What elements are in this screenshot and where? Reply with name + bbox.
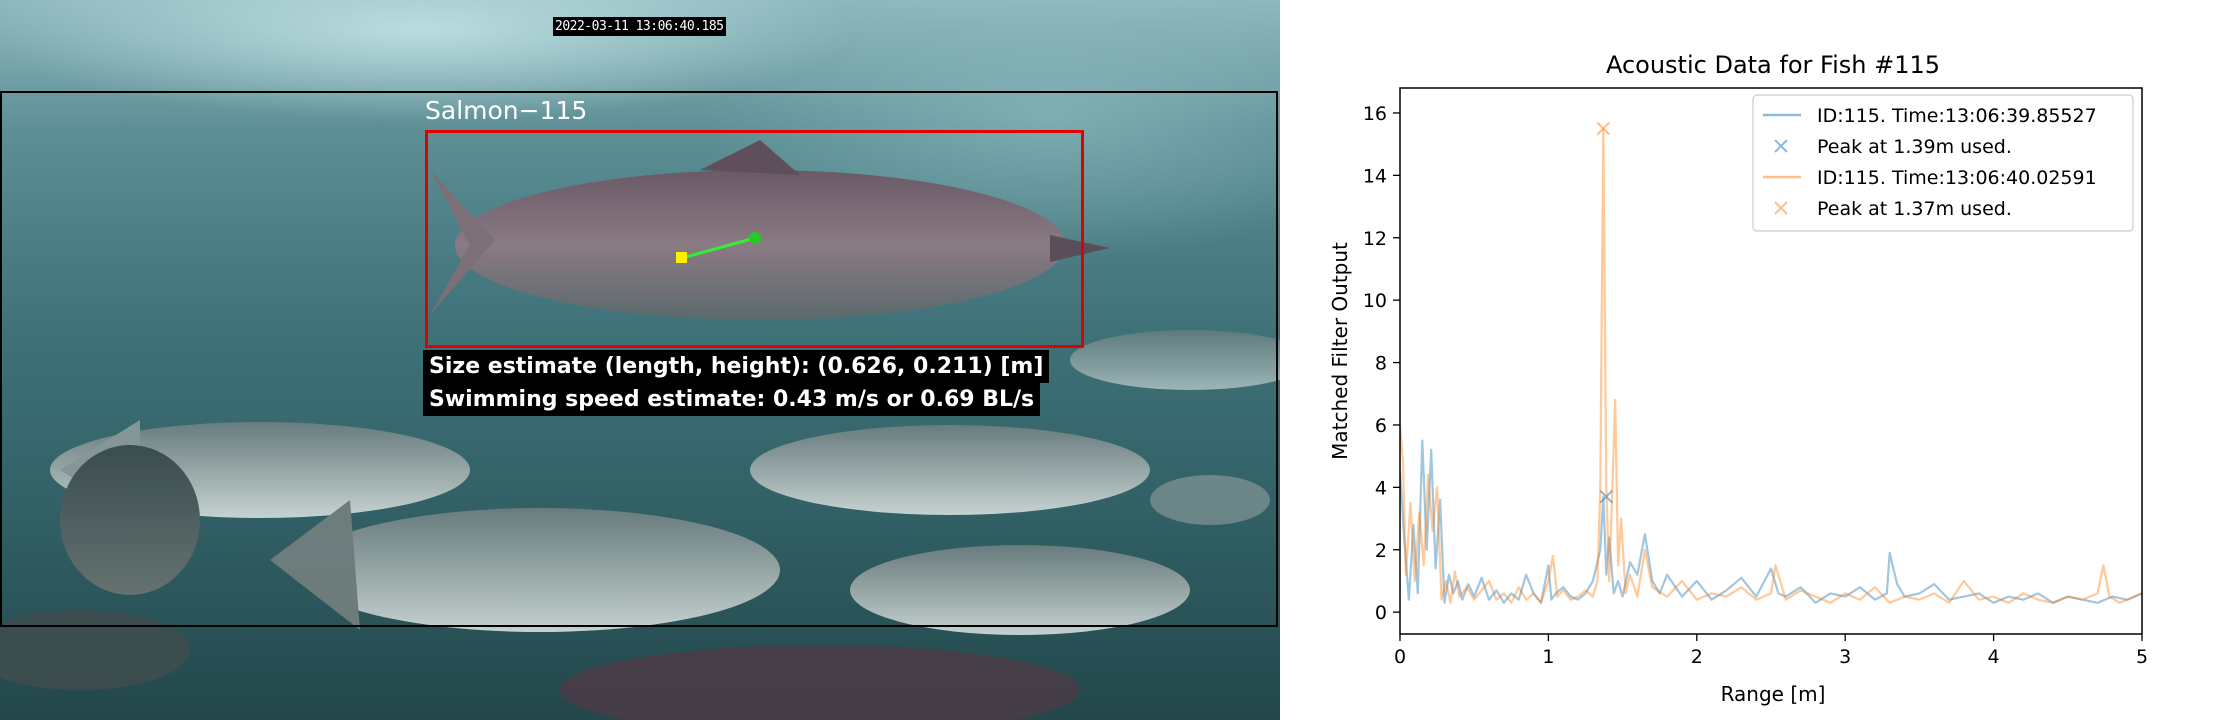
fish-id-label: Salmon−115	[425, 96, 588, 125]
size-estimate-text: Size estimate (length, height): (0.626, …	[423, 350, 1050, 383]
x-tick-label: 5	[2136, 646, 2148, 668]
legend-label-0: ID:115. Time:13:06:39.85527	[1817, 105, 2097, 127]
video-frame: 2022-03-11 13:06:40.185 Salmon−115 Size …	[0, 0, 1280, 720]
legend-label-3: Peak at 1.37m used.	[1817, 198, 2012, 220]
background-fish	[0, 330, 1280, 720]
video-timestamp: 2022-03-11 13:06:40.185	[553, 17, 726, 36]
acoustic-chart-panel: Acoustic Data for Fish #115 Range [m] Ma…	[1280, 0, 2240, 720]
series-line-0	[1400, 439, 2142, 604]
tracked-salmon	[430, 140, 1110, 320]
legend-label-1: Peak at 1.39m used.	[1817, 136, 2012, 158]
legend-handle-3	[1774, 201, 1788, 215]
track-vector	[676, 232, 761, 263]
chart-title: Acoustic Data for Fish #115	[1606, 51, 1940, 79]
legend-box	[1752, 94, 2134, 232]
underwater-scene	[0, 140, 1280, 720]
fish-bounding-box	[425, 130, 1084, 348]
y-axis-label: Matched Filter Output	[1328, 242, 1352, 460]
acoustic-chart: Acoustic Data for Fish #115 Range [m] Ma…	[1328, 51, 2148, 706]
x-tick-label: 3	[1839, 646, 1851, 668]
region-of-interest-box	[0, 91, 1278, 627]
y-tick-label: 0	[1375, 602, 1387, 624]
legend: ID:115. Time:13:06:39.85527 Peak at 1.39m…	[1752, 94, 2134, 232]
peak-marker-1	[1599, 490, 1613, 504]
y-tick-label: 12	[1363, 228, 1387, 250]
legend-handle-1	[1774, 139, 1788, 153]
y-tick-label: 10	[1363, 290, 1387, 312]
series-line-2	[1400, 127, 2142, 604]
speed-estimate-text: Swimming speed estimate: 0.43 m/s or 0.6…	[423, 383, 1041, 416]
x-axis-label: Range [m]	[1721, 682, 1826, 706]
y-tick-label: 14	[1363, 165, 1387, 187]
peak-marker-3	[1596, 121, 1611, 136]
y-tick-label: 4	[1375, 477, 1387, 499]
x-tick-label: 2	[1691, 646, 1703, 668]
x-tick-label: 1	[1542, 646, 1554, 668]
y-tick-label: 6	[1375, 415, 1387, 437]
x-tick-label: 0	[1394, 646, 1406, 668]
y-tick-label: 8	[1375, 353, 1387, 375]
y-tick-label: 16	[1363, 103, 1387, 125]
x-tick-label: 4	[1988, 646, 2000, 668]
y-tick-label: 2	[1375, 540, 1387, 562]
plot-layer	[1400, 121, 2142, 604]
plot-frame	[1399, 87, 2143, 635]
legend-label-2: ID:115. Time:13:06:40.02591	[1817, 167, 2097, 189]
